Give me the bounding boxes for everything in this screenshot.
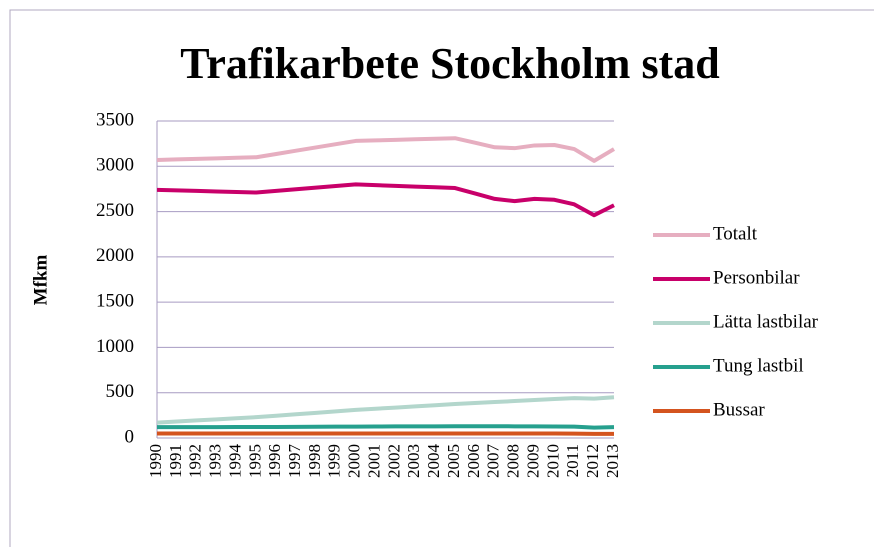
x-tick-label: 1996 bbox=[265, 444, 284, 478]
x-tick-label: 2006 bbox=[464, 444, 483, 478]
legend-label: Personbilar bbox=[713, 267, 800, 288]
y-tick-label: 500 bbox=[106, 381, 135, 402]
x-tick-label: 2004 bbox=[424, 444, 443, 479]
x-tick-label: 2010 bbox=[543, 444, 562, 478]
y-axis-label: Mfkm bbox=[30, 255, 51, 306]
x-tick-label: 2008 bbox=[504, 444, 523, 478]
y-tick-label: 1500 bbox=[96, 291, 134, 312]
x-tick-label: 2001 bbox=[364, 444, 383, 478]
y-tick-label: 0 bbox=[125, 426, 135, 447]
x-tick-label: 2000 bbox=[345, 444, 364, 478]
y-tick-label: 2500 bbox=[96, 200, 134, 221]
x-tick-label: 1995 bbox=[245, 444, 264, 478]
x-tick-label: 2009 bbox=[523, 444, 542, 478]
x-tick-label: 1990 bbox=[146, 444, 165, 478]
legend-label: Bussar bbox=[713, 399, 765, 420]
legend-label: Lätta lastbilar bbox=[713, 311, 819, 332]
legend-label: Totalt bbox=[713, 223, 758, 244]
x-tick-label: 1994 bbox=[225, 444, 244, 479]
x-tick-label: 2012 bbox=[583, 444, 602, 478]
legend-label: Tung lastbil bbox=[713, 355, 804, 376]
x-tick-label: 2013 bbox=[603, 444, 622, 478]
y-tick-label: 2000 bbox=[96, 245, 134, 266]
y-tick-label: 3500 bbox=[96, 109, 134, 130]
x-tick-label: 2007 bbox=[484, 444, 503, 479]
series-line bbox=[156, 136, 616, 163]
chart-title: Trafikarbete Stockholm stad bbox=[180, 39, 719, 88]
series-line bbox=[156, 182, 615, 218]
y-tick-label: 1000 bbox=[96, 336, 134, 357]
series-line bbox=[156, 395, 615, 425]
x-tick-label: 1991 bbox=[166, 444, 185, 478]
x-tick-label: 2011 bbox=[563, 444, 582, 477]
x-tick-label: 1993 bbox=[206, 444, 225, 478]
x-tick-label: 1992 bbox=[186, 444, 205, 478]
chart-frame bbox=[9, 9, 874, 547]
y-tick-label: 3000 bbox=[96, 155, 134, 176]
series-line bbox=[157, 424, 615, 430]
x-tick-label: 2002 bbox=[384, 444, 403, 478]
x-tick-label: 1999 bbox=[325, 444, 344, 478]
x-tick-label: 2005 bbox=[444, 444, 463, 478]
x-tick-label: 1997 bbox=[285, 444, 304, 479]
x-tick-label: 1998 bbox=[305, 444, 324, 478]
x-tick-label: 2003 bbox=[404, 444, 423, 478]
